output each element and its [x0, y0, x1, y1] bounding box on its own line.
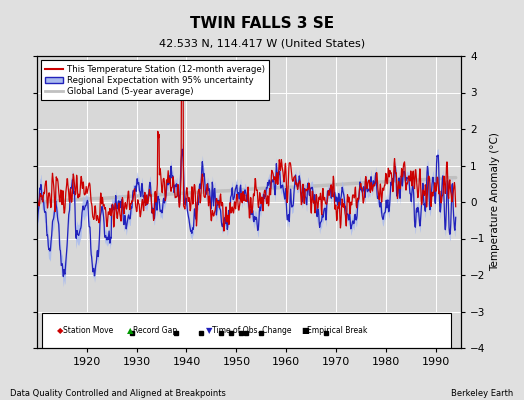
Text: ◆: ◆	[57, 326, 63, 335]
Text: Station Move: Station Move	[63, 326, 113, 335]
Y-axis label: Temperature Anomaly (°C): Temperature Anomaly (°C)	[490, 132, 500, 272]
Legend: This Temperature Station (12-month average), Regional Expectation with 95% uncer: This Temperature Station (12-month avera…	[41, 60, 269, 100]
Text: ▲: ▲	[127, 326, 133, 335]
Text: Empirical Break: Empirical Break	[307, 326, 368, 335]
Text: Data Quality Controlled and Aligned at Breakpoints: Data Quality Controlled and Aligned at B…	[10, 389, 226, 398]
Text: Time of Obs. Change: Time of Obs. Change	[212, 326, 292, 335]
Text: 42.533 N, 114.417 W (United States): 42.533 N, 114.417 W (United States)	[159, 38, 365, 48]
Text: Record Gap: Record Gap	[133, 326, 177, 335]
Text: Berkeley Earth: Berkeley Earth	[451, 389, 514, 398]
Text: ■: ■	[301, 326, 309, 335]
Text: ▼: ▼	[206, 326, 213, 335]
FancyBboxPatch shape	[42, 313, 451, 348]
Text: TWIN FALLS 3 SE: TWIN FALLS 3 SE	[190, 16, 334, 31]
